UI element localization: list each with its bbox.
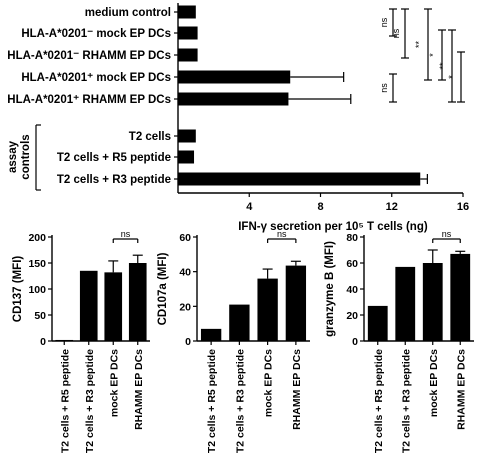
bottom-x-tick-label: RHAMM EP DCs xyxy=(455,349,467,430)
bottom-x-tick-label: T2 cells + R5 peptide xyxy=(59,349,71,453)
bottom-x-tick-label: T2 cells + R5 peptide xyxy=(373,349,385,453)
bottom-bar xyxy=(395,266,416,341)
significance-label: ns xyxy=(391,28,401,38)
bottom-y-tick-label: 20 xyxy=(179,301,191,313)
bottom-x-tick-label: T2 cells + R5 peptide xyxy=(206,349,218,453)
bottom-x-tick-label: RHAMM EP DCs xyxy=(133,349,145,430)
top-bar xyxy=(178,70,291,84)
bottom-y-tick-label: 200 xyxy=(28,232,46,244)
bottom-bar xyxy=(79,270,98,341)
significance-label: * xyxy=(428,53,438,57)
top-bar xyxy=(178,92,289,106)
bottom-x-tick-label: T2 cells + R3 peptide xyxy=(234,349,246,453)
bottom-y-axis-label: CD107a (MFI) xyxy=(157,252,169,325)
bottom-x-tick-label: RHAMM EP DCs xyxy=(291,349,303,430)
top-x-tick-label: 12 xyxy=(386,201,398,213)
bottom-bar xyxy=(104,272,123,341)
top-category-label: HLA-A*0201⁺ RHAMM EP DCs xyxy=(7,94,171,106)
bottom-y-axis-label: granzyme B (MFI) xyxy=(324,241,336,337)
bottom-y-tick-label: 60 xyxy=(346,258,358,270)
significance-label: ns xyxy=(277,229,287,239)
top-x-tick-label: 16 xyxy=(457,201,469,213)
top-bar xyxy=(178,150,195,164)
bottom-y-tick-label: 20 xyxy=(346,310,358,322)
bottom-y-tick-label: 40 xyxy=(346,284,358,296)
bottom-y-tick-label: 80 xyxy=(346,232,358,244)
top-bar xyxy=(178,26,198,40)
top-category-label: medium control xyxy=(85,7,171,19)
bottom-y-tick-label: 0 xyxy=(40,336,46,348)
top-bar xyxy=(178,48,198,62)
bottom-bar xyxy=(367,305,388,341)
top-category-label: HLA-A*0201⁻ mock EP DCs xyxy=(21,28,171,40)
top-category-label: HLA-A*0201⁻ RHAMM EP DCs xyxy=(7,50,171,62)
top-category-label: T2 cells + R5 peptide xyxy=(57,152,171,164)
bottom-y-tick-label: 0 xyxy=(352,336,358,348)
bottom-y-tick-label: 0 xyxy=(185,336,191,348)
bottom-y-tick-label: 40 xyxy=(179,267,191,279)
group-label-line2: controls xyxy=(20,134,32,179)
bottom-y-tick-label: 50 xyxy=(34,310,46,322)
top-x-axis-label: IFN-γ secretion per 10⁵ T cells (ng) xyxy=(238,221,428,233)
bottom-x-tick-label: mock EP DCs xyxy=(108,349,120,417)
bottom-y-axis-label: CD137 (MFI) xyxy=(12,256,24,323)
bottom-x-tick-label: T2 cells + R3 peptide xyxy=(84,349,96,453)
bottom-y-tick-label: 100 xyxy=(28,284,46,296)
significance-label: ** xyxy=(438,62,448,70)
significance-label: ns xyxy=(379,17,389,27)
top-category-label: T2 cells xyxy=(129,131,171,143)
top-bar xyxy=(178,129,196,143)
bottom-y-tick-label: 150 xyxy=(28,258,46,270)
bottom-bar xyxy=(257,278,278,341)
significance-label: ** xyxy=(414,41,424,49)
bottom-x-tick-label: mock EP DCs xyxy=(428,349,440,417)
top-bar xyxy=(178,172,421,186)
top-category-label: HLA-A*0201⁺ mock EP DCs xyxy=(21,72,171,84)
group-label-line1: assay xyxy=(7,140,19,173)
bottom-bar xyxy=(422,263,443,341)
bottom-bar xyxy=(229,304,250,341)
bottom-y-tick-label: 60 xyxy=(179,232,191,244)
bottom-x-tick-label: mock EP DCs xyxy=(263,349,275,417)
bottom-bar xyxy=(128,263,147,341)
top-x-tick-label: 8 xyxy=(317,201,323,213)
bottom-x-tick-label: T2 cells + R3 peptide xyxy=(400,349,412,453)
significance-label: * xyxy=(447,75,457,79)
top-x-tick-label: 4 xyxy=(246,201,253,213)
bottom-bar xyxy=(200,328,222,341)
significance-label: ns xyxy=(121,229,131,239)
bottom-bar xyxy=(450,253,471,341)
top-category-label: T2 cells + R3 peptide xyxy=(57,174,171,186)
significance-label: ns xyxy=(379,83,389,93)
significance-label: ns xyxy=(442,229,452,239)
top-bar xyxy=(178,5,196,19)
bottom-bar xyxy=(285,265,307,341)
bottom-bar xyxy=(55,339,74,341)
